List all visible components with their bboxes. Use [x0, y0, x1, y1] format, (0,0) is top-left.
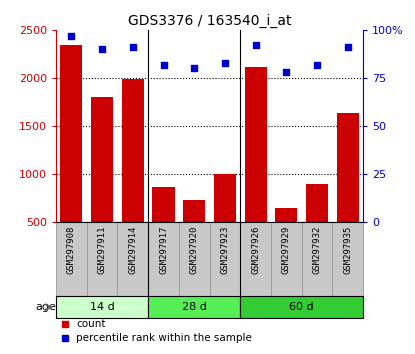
Point [314, 62, 320, 68]
Text: GSM297908: GSM297908 [67, 225, 76, 274]
Bar [122, 79, 144, 270]
Bar [210, 222, 240, 297]
Text: 14 d: 14 d [90, 302, 115, 312]
Bar [91, 97, 113, 270]
Bar [117, 222, 148, 297]
Bar [240, 297, 363, 318]
Text: GSM297911: GSM297911 [98, 225, 107, 274]
Text: 60 d: 60 d [289, 302, 314, 312]
Text: 28 d: 28 d [182, 302, 207, 312]
Text: count: count [76, 319, 105, 329]
Bar [332, 222, 363, 297]
Point [252, 42, 259, 48]
Title: GDS3376 / 163540_i_at: GDS3376 / 163540_i_at [128, 13, 291, 28]
Text: GSM297929: GSM297929 [282, 225, 291, 274]
Point [344, 45, 351, 50]
Bar [183, 200, 205, 270]
Point [160, 62, 167, 68]
Text: age: age [35, 302, 56, 312]
Bar [148, 222, 179, 297]
Bar [60, 45, 83, 270]
Point [129, 45, 136, 50]
Bar [214, 174, 236, 270]
Text: GSM297914: GSM297914 [128, 225, 137, 274]
Bar [148, 297, 240, 318]
Bar [240, 222, 271, 297]
Text: GSM297932: GSM297932 [312, 225, 322, 274]
Bar [302, 222, 332, 297]
Bar [271, 222, 302, 297]
Bar [306, 184, 328, 270]
Point [99, 46, 105, 52]
Bar [179, 222, 210, 297]
Bar [87, 222, 117, 297]
Text: percentile rank within the sample: percentile rank within the sample [76, 333, 252, 343]
Text: GSM297935: GSM297935 [343, 225, 352, 274]
Bar [56, 297, 148, 318]
Bar [275, 207, 298, 270]
Text: GSM297917: GSM297917 [159, 225, 168, 274]
Bar [337, 113, 359, 270]
Point [222, 60, 228, 65]
Text: GSM297923: GSM297923 [220, 225, 229, 274]
Point [283, 69, 290, 75]
Text: GSM297926: GSM297926 [251, 225, 260, 274]
Point [68, 33, 75, 39]
Bar [152, 187, 175, 270]
Point [191, 65, 198, 71]
Bar [56, 222, 87, 297]
Text: GSM297920: GSM297920 [190, 225, 199, 274]
Bar [244, 67, 267, 270]
